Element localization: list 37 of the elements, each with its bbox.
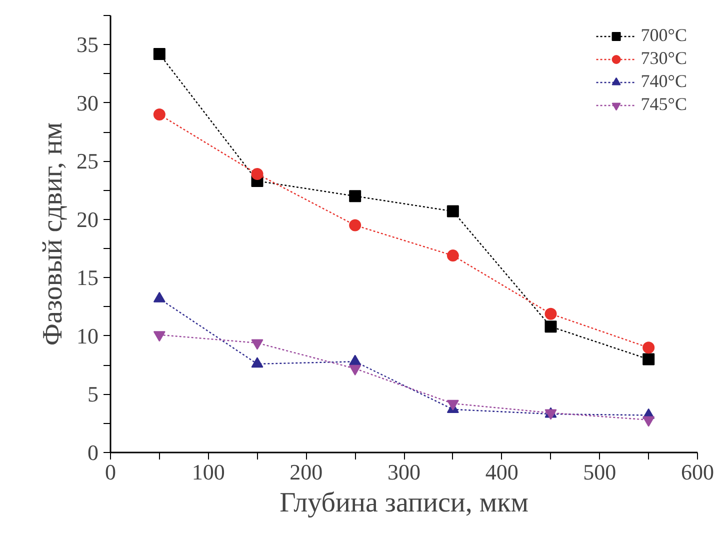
x-tick-label: 400: [485, 460, 518, 484]
point: [642, 342, 655, 354]
y-tick-label: 5: [88, 382, 98, 407]
legend-label: 740°C: [640, 71, 687, 92]
y-tick-label: 35: [76, 32, 98, 58]
x-tick-label: 200: [290, 460, 323, 484]
point: [446, 205, 459, 218]
point: [153, 108, 166, 121]
legend-label: 745°C: [640, 94, 687, 115]
point: [349, 219, 362, 232]
point: [251, 339, 264, 350]
point: [251, 168, 264, 180]
y-axis-title: Фазовый сдвиг, нм: [38, 122, 68, 346]
y-tick-label: 10: [76, 323, 98, 348]
point: [642, 353, 655, 366]
point: [349, 190, 362, 202]
legend-label: 700°C: [640, 25, 687, 46]
point: [544, 320, 557, 333]
legend-label: 730°C: [640, 48, 687, 69]
y-tick-label: 20: [76, 206, 98, 232]
x-tick-label: 300: [388, 460, 420, 484]
x-tick-label: 600: [681, 460, 714, 484]
x-tick-label: 0: [105, 460, 116, 484]
y-tick-label: 25: [76, 148, 98, 174]
y-tick-label: 0: [88, 440, 98, 465]
point: [153, 331, 166, 342]
x-axis-title: Глубина записи, мкм: [280, 488, 529, 518]
y-tick-label: 15: [76, 265, 98, 290]
point: [446, 250, 459, 262]
x-tick-label: 100: [192, 460, 225, 484]
y-tick-label: 30: [76, 90, 98, 116]
point: [642, 416, 655, 427]
point: [446, 400, 459, 410]
x-tick-label: 500: [583, 460, 616, 484]
point: [349, 364, 362, 376]
point: [544, 308, 557, 320]
point: [153, 48, 166, 60]
